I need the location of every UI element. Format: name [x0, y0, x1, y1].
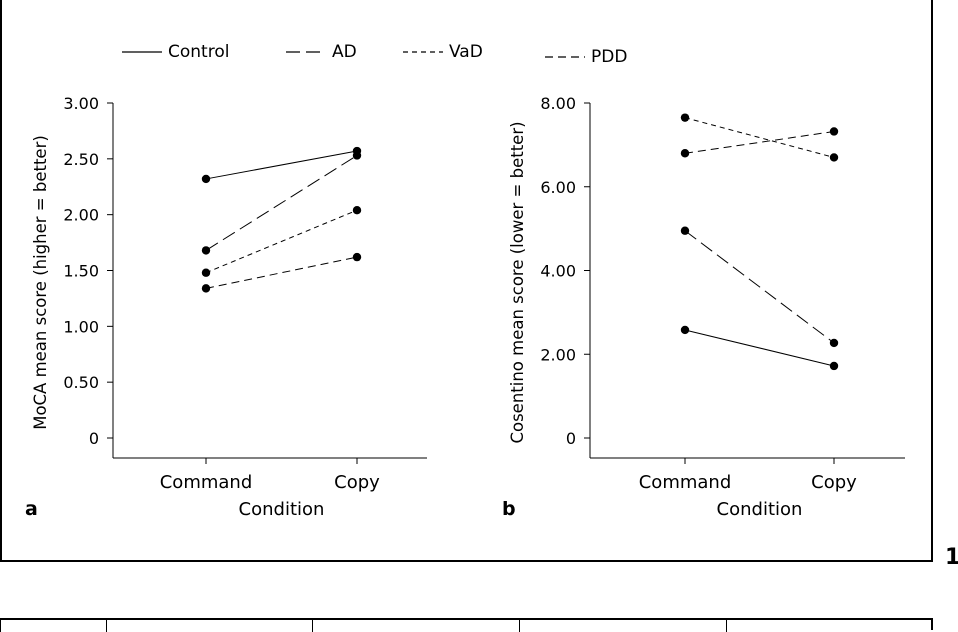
series-line-control — [205, 150, 358, 180]
data-point-control — [201, 174, 211, 184]
legend-label-ad: AD — [332, 42, 357, 62]
y-tick-label: 8.00 — [540, 94, 576, 113]
y-axis-title: MoCA mean score (higher = better) — [31, 135, 50, 430]
data-point-vad — [352, 206, 362, 215]
data-point-vad — [201, 268, 211, 277]
y-tick-label: 2.50 — [63, 150, 99, 169]
data-point-ad — [829, 338, 839, 348]
data-point-control — [680, 325, 690, 335]
table-column-divider — [106, 620, 107, 632]
panel-label: a — [25, 498, 38, 520]
table-header-strip — [0, 618, 933, 632]
y-tick-label: 0 — [566, 429, 576, 448]
legend-label-control: Control — [168, 42, 229, 62]
y-tick-label: 0.50 — [63, 373, 99, 392]
legend-label-pdd: PDD — [591, 47, 627, 67]
series-line-ad — [205, 155, 358, 251]
chart-panel-a: 0 0.50 1.00 1.50 2.00 2.50 3.00 Command Copy Cond… — [25, 94, 427, 520]
series-line-ad — [684, 230, 835, 344]
x-tick-label-command: Command — [639, 472, 732, 493]
chart-panel-b: 0 2.00 4.00 6.00 8.00 Command Copy Condition Cos… — [502, 94, 905, 520]
y-tick-label: 3.00 — [63, 94, 99, 113]
data-point-vad — [680, 113, 690, 122]
y-tick-label: 0 — [89, 429, 99, 448]
x-tick-label-copy: Copy — [811, 472, 857, 493]
series-line-pdd — [684, 130, 835, 154]
table-column-divider — [0, 620, 1, 632]
legend: Control AD VaD PDD — [122, 42, 627, 67]
y-tick-label: 2.00 — [540, 345, 576, 364]
data-point-pdd — [201, 284, 211, 293]
table-column-divider — [726, 620, 727, 632]
figure-number: 1 — [945, 545, 958, 570]
y-axis-title: Cosentino mean score (lower = better) — [508, 121, 527, 443]
x-axis-title: Condition — [239, 499, 325, 520]
data-point-pdd — [352, 252, 362, 262]
data-point-ad — [201, 246, 211, 255]
series-line-pdd — [205, 256, 358, 289]
y-tick-label: 2.00 — [63, 206, 99, 225]
panel-label: b — [502, 498, 516, 520]
data-point-control — [829, 361, 839, 371]
data-point-ad — [680, 226, 690, 235]
y-tick-label: 1.00 — [63, 317, 99, 336]
series-line-vad — [684, 117, 835, 158]
data-point-ad — [352, 151, 362, 160]
x-axis-title: Condition — [717, 499, 803, 520]
table-column-divider — [312, 620, 313, 632]
y-tick-label: 6.00 — [540, 178, 576, 197]
data-point-vad — [829, 153, 839, 162]
series-line-vad — [205, 209, 358, 274]
y-tick-label: 1.50 — [63, 262, 99, 281]
table-column-divider — [519, 620, 520, 632]
x-tick-label-copy: Copy — [334, 472, 380, 493]
x-tick-label-command: Command — [160, 472, 253, 493]
legend-label-vad: VaD — [449, 42, 483, 62]
data-point-pdd — [680, 149, 690, 158]
figure-frame — [0, 0, 933, 562]
data-point-pdd — [829, 127, 839, 136]
series-line-control — [684, 329, 835, 367]
y-tick-label: 4.00 — [540, 262, 576, 281]
